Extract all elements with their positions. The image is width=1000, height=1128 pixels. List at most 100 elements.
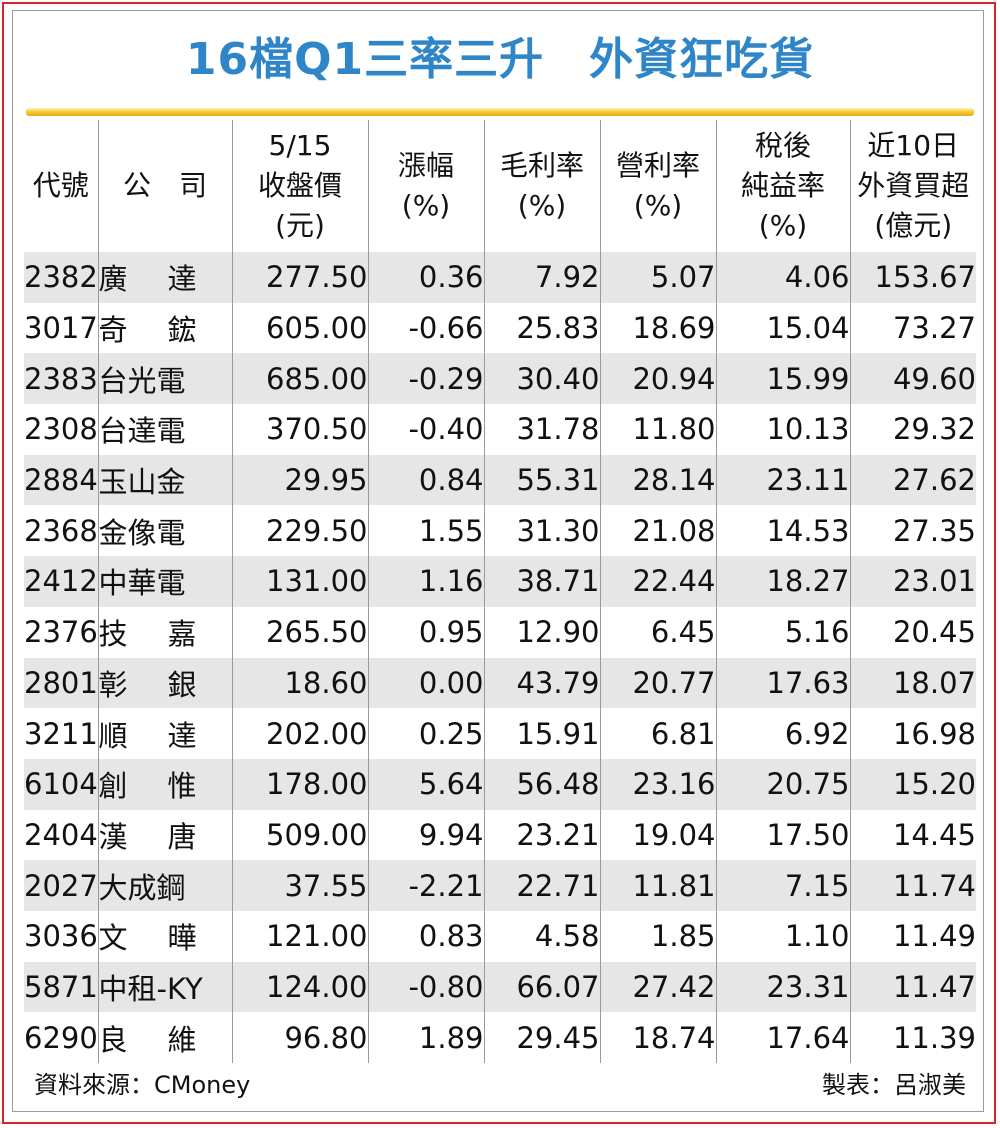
cell-net: 4.06 [715, 252, 850, 303]
cell-code: 3017 [24, 302, 98, 354]
cell-gross: 23.21 [483, 809, 600, 861]
cell-code: 2027 [24, 860, 98, 911]
cell-change: -0.66 [367, 302, 484, 354]
company-name: 文曄 [98, 921, 197, 956]
company-name: 奇鋐 [98, 313, 197, 348]
cell-gross: 31.78 [483, 404, 600, 455]
cell-change: 9.94 [367, 809, 484, 861]
cell-gross: 29.45 [483, 1012, 600, 1063]
cell-change: -0.29 [367, 353, 484, 405]
cell-change: 1.89 [367, 1012, 484, 1063]
table-row: 3017 奇鋐 605.00 -0.66 25.83 18.69 15.04 73.27 [24, 302, 976, 354]
cell-company: 順達 [97, 708, 232, 759]
cell-price: 265.50 [231, 606, 368, 658]
cell-operating: 6.81 [599, 708, 716, 759]
cell-net: 10.13 [715, 404, 850, 455]
cell-foreign: 11.39 [849, 1012, 976, 1063]
cell-change: 0.00 [367, 657, 484, 709]
header-code: 代號 [32, 169, 89, 202]
cell-price: 509.00 [231, 809, 368, 861]
cell-gross: 7.92 [483, 252, 600, 303]
cell-gross: 56.48 [483, 758, 600, 810]
cell-operating: 11.80 [599, 404, 716, 455]
table-credit: 製表：呂淑美 [822, 1071, 966, 1099]
cell-net: 15.99 [715, 353, 850, 405]
cell-change: 1.55 [367, 505, 484, 557]
company-name: 台光電 [98, 363, 186, 398]
cell-foreign: 11.74 [849, 860, 976, 911]
cell-change: 1.16 [367, 556, 484, 607]
cell-change: -2.21 [367, 860, 484, 911]
table-row: 3036 文曄 121.00 0.83 4.58 1.85 1.10 11.49 [24, 910, 976, 962]
cell-company: 文曄 [97, 910, 232, 962]
cell-operating: 21.08 [599, 505, 716, 557]
cell-price: 229.50 [231, 505, 368, 557]
cell-operating: 1.85 [599, 910, 716, 962]
cell-net: 1.10 [715, 910, 850, 962]
cell-code: 6290 [24, 1012, 98, 1063]
data-source: 資料來源：CMoney [34, 1071, 251, 1099]
cell-company: 金像電 [97, 505, 232, 557]
header-company: 公 司 [97, 120, 232, 252]
cell-company: 中租-KY [97, 961, 232, 1013]
cell-code: 2368 [24, 505, 98, 557]
table-row: 5871 中租-KY 124.00 -0.80 66.07 27.42 23.31 11.47 [24, 961, 976, 1013]
cell-code: 3211 [24, 708, 98, 759]
cell-foreign: 16.98 [849, 708, 976, 759]
table-row: 2404 漢唐 509.00 9.94 23.21 19.04 17.50 14.45 [24, 809, 976, 861]
cell-company: 玉山金 [97, 454, 232, 506]
cell-code: 2884 [24, 454, 98, 506]
header-net-margin: 稅後 純益率 (%) [715, 120, 850, 252]
cell-foreign: 49.60 [849, 353, 976, 405]
title-underline [26, 108, 974, 116]
cell-change: -0.80 [367, 961, 484, 1013]
cell-net: 17.63 [715, 657, 850, 709]
cell-price: 121.00 [231, 910, 368, 962]
cell-foreign: 11.47 [849, 961, 976, 1013]
cell-net: 7.15 [715, 860, 850, 911]
cell-gross: 25.83 [483, 302, 600, 354]
cell-code: 6104 [24, 758, 98, 810]
cell-gross: 4.58 [483, 910, 600, 962]
company-name: 良維 [98, 1022, 197, 1057]
company-name: 中租-KY [98, 971, 203, 1006]
cell-company: 彰銀 [97, 657, 232, 709]
cell-change: 0.95 [367, 606, 484, 658]
company-name: 技嘉 [98, 617, 197, 652]
table-row: 2368 金像電 229.50 1.55 31.30 21.08 14.53 27.35 [24, 505, 976, 557]
cell-net: 18.27 [715, 556, 850, 607]
table-row: 2884 玉山金 29.95 0.84 55.31 28.14 23.11 27.62 [24, 454, 976, 506]
cell-net: 23.31 [715, 961, 850, 1013]
cell-gross: 22.71 [483, 860, 600, 911]
cell-company: 中華電 [97, 556, 232, 607]
cell-code: 5871 [24, 961, 98, 1013]
cell-price: 18.60 [231, 657, 368, 709]
cell-gross: 43.79 [483, 657, 600, 709]
company-name: 創惟 [98, 769, 197, 804]
cell-operating: 18.69 [599, 302, 716, 354]
cell-gross: 15.91 [483, 708, 600, 759]
cell-gross: 38.71 [483, 556, 600, 607]
header-operating-margin: 營利率 (%) [599, 120, 716, 252]
cell-foreign: 27.62 [849, 454, 976, 506]
cell-foreign: 20.45 [849, 606, 976, 658]
header-gross-margin: 毛利率 (%) [483, 120, 600, 252]
cell-foreign: 27.35 [849, 505, 976, 557]
cell-company: 漢唐 [97, 809, 232, 861]
cell-price: 29.95 [231, 454, 368, 506]
table-row: 3211 順達 202.00 0.25 15.91 6.81 6.92 16.98 [24, 708, 976, 759]
cell-company: 良維 [97, 1012, 232, 1063]
cell-operating: 27.42 [599, 961, 716, 1013]
cell-change: 0.84 [367, 454, 484, 506]
company-name: 中華電 [98, 566, 186, 601]
cell-price: 685.00 [231, 353, 368, 405]
cell-company: 奇鋐 [97, 302, 232, 354]
inner-frame [12, 10, 984, 1112]
cell-operating: 6.45 [599, 606, 716, 658]
cell-net: 6.92 [715, 708, 850, 759]
cell-operating: 18.74 [599, 1012, 716, 1063]
header-row: 代號 公 司 5/15 收盤價 (元) 漲幅 (%) 毛利率 (%) 營利率 (%) 稅後… [24, 120, 976, 252]
cell-price: 277.50 [231, 252, 368, 303]
cell-foreign: 15.20 [849, 758, 976, 810]
cell-price: 37.55 [231, 860, 368, 911]
